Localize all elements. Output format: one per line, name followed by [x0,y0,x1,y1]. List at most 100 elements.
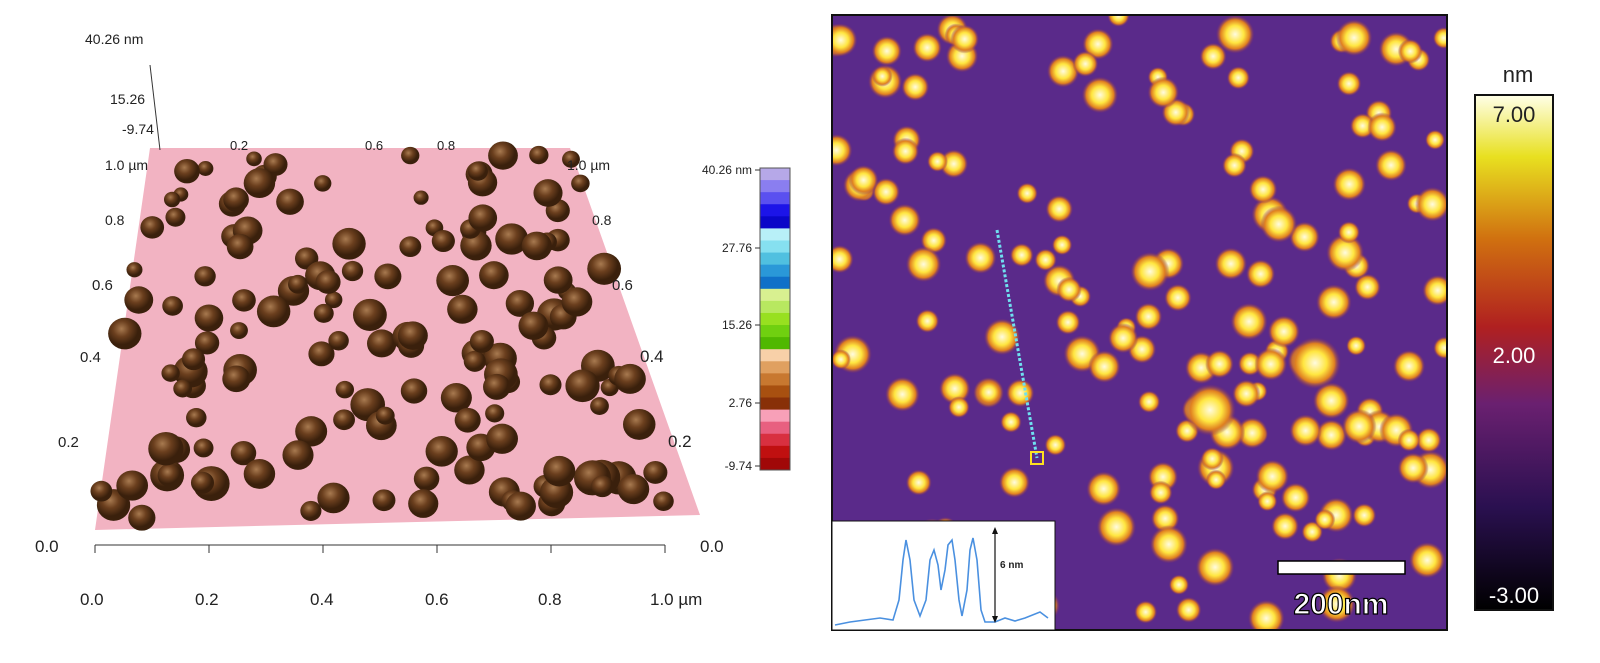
particle [399,236,422,258]
nanoparticle [1107,15,1130,27]
colorbar-segment [760,409,790,423]
nanoparticle [964,241,997,274]
nanoparticle [1289,221,1320,253]
nanoparticle [1397,428,1421,452]
nanoparticle [1215,15,1255,54]
colorbar-min: -3.00 [1489,583,1539,608]
nanoparticle [1016,182,1038,205]
particle [483,373,511,400]
nanoparticle [1199,42,1227,70]
particle [587,252,622,285]
nanoparticle [884,376,920,412]
z-max-label: 40.26 nm [85,31,143,47]
particle [401,146,420,165]
colorbar-segment [760,349,790,362]
nanoparticle [1245,259,1276,289]
nanoparticle [1341,408,1377,444]
nanoparticle [1195,547,1235,587]
particle [230,440,257,466]
particle [372,489,396,512]
nanoparticle [912,32,942,63]
left-y-tick-label: 0.8 [105,212,125,228]
colorbar-segment [760,240,790,254]
scale-bar-label: 200nm [1293,588,1388,621]
nanoparticle [1168,574,1190,595]
nanoparticle [1314,509,1336,531]
nanoparticle [905,469,932,496]
nanoparticle [832,23,858,57]
colorbar-segment [760,180,790,193]
height-colorbar-2d: nm 7.00 2.00 -3.00 [1474,62,1554,611]
nanoparticle [1096,507,1137,547]
particle [295,416,328,447]
right-y-tick-label: 0.4 [640,347,664,366]
colorbar-segment [760,276,790,290]
colorbar-label: 15.26 [722,318,752,332]
nanoparticle [947,396,970,419]
nanoparticle [1134,600,1158,624]
colorbar-segment [760,421,790,435]
particle [590,475,614,498]
nanoparticle [901,72,930,102]
colorbar-segment [760,337,790,350]
nanoparticle [1332,167,1367,201]
colorbar-label: 27.76 [722,241,752,255]
particle [413,190,429,205]
nanoparticle [1352,503,1377,528]
nanoparticle [1081,76,1119,114]
nanoparticle [1392,349,1426,383]
particle [505,290,535,317]
particles [90,141,674,531]
particle [230,322,248,340]
x-axis-ticks [94,545,666,553]
nanoparticle [1254,347,1288,381]
particle [562,150,580,168]
top-tick-label: 0.6 [365,138,383,153]
profile-height-annotation: 6 nm [1000,560,1023,571]
nanoparticle [1415,427,1442,454]
particle [505,491,536,521]
particle [157,463,183,487]
z-min-label: -9.74 [122,121,154,137]
nanoparticle [1205,469,1227,490]
colorbar-segment [760,300,790,314]
particle [375,406,395,425]
particle [397,321,428,350]
nanoparticle [872,66,893,87]
particle [194,304,224,332]
nanoparticle [983,318,1021,356]
profile-endpoint-marker[interactable] [1030,451,1044,465]
colorbar-segment [760,252,790,266]
colorbar-segment [760,264,790,278]
nanoparticle [1200,447,1224,471]
nanoparticle [1226,66,1251,90]
colorbar-unit: nm [1503,62,1534,87]
nanoparticle [1317,585,1356,623]
left-y-tick-label: 0.4 [80,349,101,366]
colorbar-segment [760,385,790,399]
nanoparticle [1267,315,1301,348]
nanoparticle [1337,221,1361,244]
particle [485,404,505,423]
nanoparticle [1046,54,1080,88]
particle [161,364,180,382]
particle [197,161,214,177]
nanoparticle [1354,273,1381,301]
nanoparticle [1312,382,1350,420]
particle [140,216,165,239]
particle [366,329,397,358]
profile-line[interactable] [995,229,1039,459]
nanoparticle [1280,482,1311,513]
particle [400,378,428,404]
colorbar-segment [760,216,790,229]
particle [317,482,350,514]
particle [565,369,600,403]
nanoparticle [1230,302,1268,341]
nanoparticle [1108,323,1139,354]
nanoparticle [1051,234,1073,256]
particle [374,263,402,290]
colorbar-segment [760,325,790,338]
nanoparticle [1009,243,1034,268]
nanoparticle [998,466,1031,498]
nanoparticle [848,165,879,196]
